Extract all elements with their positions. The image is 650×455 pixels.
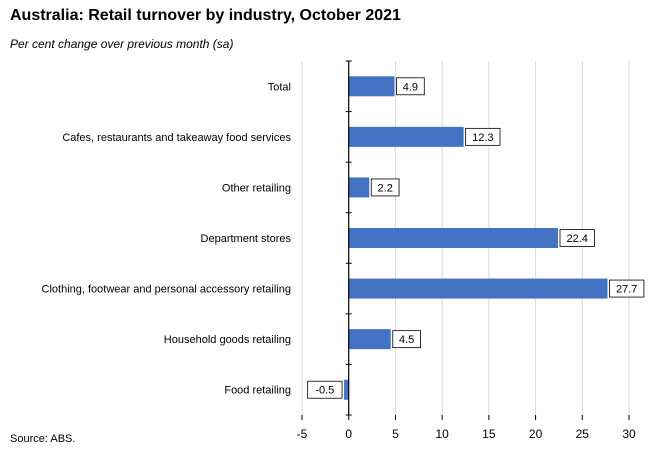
bars: [344, 76, 608, 400]
x-tick-label: 20: [529, 427, 543, 441]
value-label-box: [465, 127, 501, 146]
category-label: Household goods retailing: [164, 334, 291, 346]
bar: [348, 329, 391, 350]
value-label: 27.7: [616, 284, 637, 296]
chart-subtitle: Per cent change over previous month (sa): [10, 37, 234, 51]
value-label: -0.5: [315, 385, 334, 397]
x-tick-label: 0: [345, 427, 352, 441]
labels: -5 0 5 10 15 20 25 30 Total 4.9 Cafes, restaurants…: [42, 77, 645, 441]
x-tick-label: 5: [392, 427, 399, 441]
x-tick-label: 30: [622, 427, 636, 441]
category-label: Clothing, footwear and personal accessor…: [42, 284, 291, 296]
value-label: 4.9: [403, 81, 418, 93]
x-tick-label: 15: [482, 427, 496, 441]
source-note: Source: ABS.: [10, 433, 76, 445]
bar: [348, 126, 464, 147]
x-tick-label: -5: [297, 427, 308, 441]
value-label: 2.2: [378, 182, 393, 194]
value-label-box: [370, 178, 400, 197]
bar: [348, 278, 608, 299]
bar: [348, 228, 558, 248]
value-label-box: [609, 279, 645, 298]
category-label: Cafes, restaurants and takeaway food ser…: [62, 132, 291, 144]
category-label: Department stores: [201, 233, 292, 245]
x-tick-label: 25: [576, 427, 590, 441]
value-label-box: [307, 380, 343, 399]
bar: [348, 177, 370, 198]
category-label: Food retailing: [224, 385, 291, 397]
bar: [348, 76, 395, 97]
category-label: Total: [268, 81, 291, 93]
axes: [301, 60, 630, 420]
x-tick-label: 10: [435, 427, 449, 441]
chart-title: Australia: Retail turnover by industry, …: [10, 7, 401, 24]
value-label: 22.4: [566, 233, 587, 245]
value-label: 12.3: [472, 132, 493, 144]
value-label: 4.5: [399, 334, 414, 346]
value-label-box: [396, 77, 425, 96]
value-label-box: [392, 330, 421, 349]
bar: [344, 379, 349, 400]
category-label: Other retailing: [222, 182, 291, 194]
value-label-box: [559, 229, 595, 247]
